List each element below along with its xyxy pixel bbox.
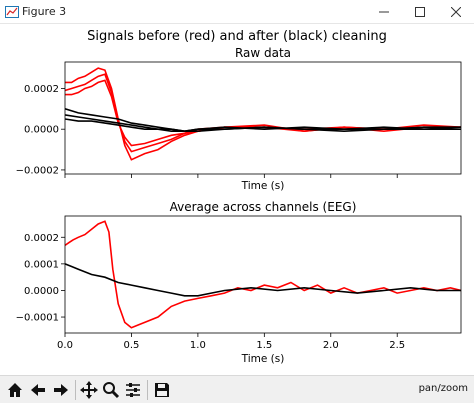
after-cleaning-line-1: [65, 263, 461, 297]
x-tick-label: 0.0: [57, 340, 73, 351]
forward-arrow-icon: [54, 384, 68, 396]
figure-icon: [5, 6, 19, 18]
x-tick-label: 2.0: [323, 340, 339, 351]
before-cleaning-line-2: [65, 79, 461, 147]
y-tick-label: 0.0002: [24, 233, 59, 244]
after-cleaning-line-5: [65, 118, 461, 132]
toolbar-separator: [75, 380, 76, 400]
zoom-button[interactable]: [100, 379, 122, 401]
maximize-button[interactable]: [402, 0, 438, 24]
axes-frame: [64, 215, 462, 334]
figure-suptitle: Signals before (red) and after (black) c…: [87, 29, 387, 44]
axes-title: Average across channels (EEG): [170, 200, 357, 214]
back-arrow-icon: [31, 384, 45, 396]
save-icon: [155, 383, 169, 397]
axes-frame: [64, 61, 462, 175]
figure-canvas[interactable]: Signals before (red) and after (black) c…: [0, 24, 474, 375]
maximize-icon: [415, 7, 425, 17]
minimize-button[interactable]: [366, 0, 402, 24]
navigation-toolbar: pan/zoom: [0, 375, 474, 403]
minimize-icon: [379, 11, 389, 13]
configure-subplots-button[interactable]: [122, 379, 144, 401]
x-axis-label: Time (s): [241, 353, 285, 365]
window-title: Figure 3: [22, 5, 67, 18]
configure-subplots-icon: [126, 383, 140, 397]
y-tick-label: −0.0001: [16, 313, 59, 324]
axes-title: Raw data: [235, 46, 291, 60]
close-button[interactable]: [438, 0, 474, 24]
pan-button[interactable]: [78, 379, 100, 401]
zoom-icon: [103, 382, 120, 399]
axes-raw-data[interactable]: Raw data −0.0002 0.0000 0.0002 Time (s): [16, 46, 462, 192]
window-title-bar: Figure 3: [0, 0, 474, 24]
y-tick-label: 0.0002: [24, 84, 59, 95]
before-cleaning-line-0: [65, 220, 461, 329]
y-tick-label: 0.0000: [24, 125, 59, 136]
forward-button[interactable]: [50, 379, 72, 401]
x-tick-label: 0.5: [123, 340, 139, 351]
back-button[interactable]: [27, 379, 49, 401]
before-cleaning-line-1: [65, 73, 461, 153]
axes-average-eeg[interactable]: Average across channels (EEG)−0.00010.00…: [16, 200, 462, 365]
home-icon: [8, 383, 22, 397]
x-tick-label: 1.0: [190, 340, 206, 351]
toolbar-separator: [147, 380, 148, 400]
before-cleaning-line-0: [65, 67, 461, 161]
y-tick-label: −0.0002: [16, 165, 59, 176]
home-button[interactable]: [4, 379, 26, 401]
close-icon: [451, 7, 461, 17]
x-tick-label: 1.5: [256, 340, 272, 351]
y-tick-label: 0.0000: [24, 286, 59, 297]
after-cleaning-line-4: [65, 114, 461, 133]
save-button[interactable]: [151, 379, 173, 401]
toolbar-mode-label: pan/zoom: [418, 383, 468, 394]
x-tick-label: 2.5: [389, 340, 405, 351]
x-axis-label: Time (s): [241, 180, 285, 192]
pan-icon: [80, 381, 98, 399]
y-tick-label: 0.0001: [24, 259, 59, 270]
